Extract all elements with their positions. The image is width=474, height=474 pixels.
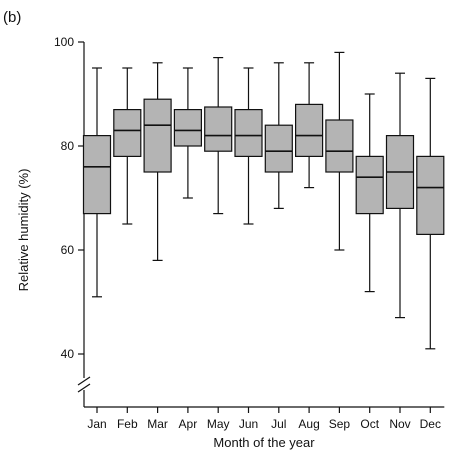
box-feb [113,67,142,225]
x-tick-label: Dec [420,417,441,431]
x-tick-label: Oct [360,417,379,431]
box-nov [385,72,415,319]
y-ticks: 40 60 80 100 [54,35,84,361]
y-tick-label: 80 [61,139,75,153]
x-tick-label: Jan [87,417,106,431]
axis-break-stroke [77,376,91,386]
x-tick-label: Feb [117,417,138,431]
iqr-box [113,108,142,157]
axis-break-marker [77,376,91,393]
x-tick-label: Sep [329,417,351,431]
y-axis-label: Relative humidity (%) [16,169,31,292]
x-tick-label: Jul [271,417,286,431]
box-may [204,56,233,215]
iqr-box [355,155,384,215]
iqr-box [204,106,233,152]
box-jun [234,67,263,225]
box-apr [173,67,202,199]
x-tick-label: Aug [298,417,319,431]
box-dec [416,77,445,350]
y-tick-label: 60 [61,243,75,257]
iqr-box [143,98,172,173]
panel-label: (b) [3,9,21,26]
x-axis-label: Month of the year [213,435,315,450]
box-mar [143,62,172,261]
x-tick-label: Jun [239,417,258,431]
x-ticks: Jan Feb Mar Apr May Jun Jul Aug Sep Oct Nov Dec [87,407,441,431]
x-tick-label: Apr [179,417,198,431]
iqr-box [416,155,445,235]
y-tick-label: 40 [61,347,75,361]
axis-break-stroke [77,383,91,393]
x-tick-label: Mar [147,417,168,431]
y-tick-label: 100 [54,35,74,49]
iqr-box [325,119,354,173]
iqr-box [264,124,293,173]
box-sep [325,51,354,251]
iqr-box [173,108,202,147]
box-jan [82,67,112,298]
boxes [82,51,445,350]
box-jul [264,62,293,209]
x-tick-label: Nov [389,417,410,431]
iqr-box [82,135,112,215]
plot-area: 40 60 80 100 Jan Feb Mar Apr May Jun Jul Aug Sep Oct… [54,35,445,431]
box-oct [355,93,384,293]
box-aug [295,62,324,189]
iqr-box [234,108,263,157]
x-tick-label: May [207,417,230,431]
iqr-box [295,103,324,158]
